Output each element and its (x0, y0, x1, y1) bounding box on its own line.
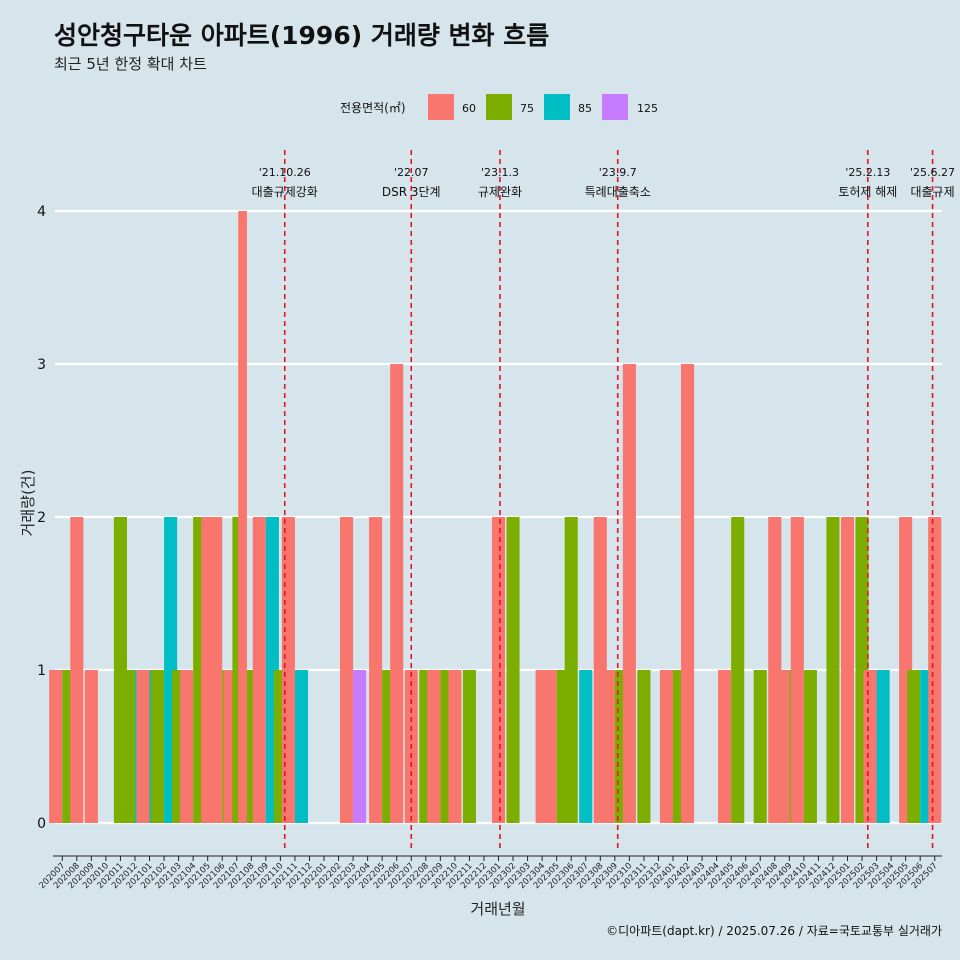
bar-202309-60 (601, 670, 615, 823)
event-lines: '21.10.26 대출규제강화 '22.07 DSR 3단계 '23.1.3 규제완화 '… (252, 150, 955, 852)
legend-label-75: 75 (520, 102, 534, 115)
legend-swatch-75 (486, 94, 512, 120)
y-tick-label: 0 (37, 816, 46, 832)
bar-202306-75 (564, 517, 578, 823)
event-date: '25.2.13 (845, 166, 890, 179)
legend-swatch-125 (602, 94, 628, 120)
bar-202305-60 (543, 670, 557, 823)
bar-202206-60 (390, 364, 404, 823)
y-tick-label: 1 (37, 663, 46, 679)
x-axis-title: 거래년월 (470, 900, 525, 918)
bar-202405-75 (731, 517, 745, 823)
bar-202209-60 (427, 670, 441, 823)
legend-swatch-85 (544, 94, 570, 120)
bar-202107-75 (232, 517, 242, 823)
chart-title: 성안청구타운 아파트(1996) 거래량 변화 흐름 (54, 21, 549, 50)
y-tick-label: 3 (37, 357, 46, 373)
bar-202008-60 (70, 517, 84, 823)
bar-202108-75 (246, 670, 256, 823)
bar-202205-60 (369, 517, 383, 823)
bar-202311-75 (637, 670, 651, 823)
bar-202410-60 (790, 517, 804, 823)
legend-swatch-60 (428, 94, 454, 120)
bar-202109-60 (252, 517, 266, 823)
bar-202401-60 (659, 670, 673, 823)
event-label: 규제완화 (478, 185, 522, 199)
bar-202409-60 (776, 670, 790, 823)
bar-202106-60 (209, 517, 223, 823)
bar-202507-60 (928, 517, 942, 823)
bar-202203-125 (353, 670, 367, 823)
legend: 전용면적(㎡) 60 75 85 125 (340, 94, 658, 120)
event-date: '25.6.27 (910, 166, 955, 179)
event-label: 대출규제 (910, 185, 954, 199)
bar-202503-85 (876, 670, 890, 823)
y-axis-title: 거래량(건) (19, 470, 37, 537)
event-date: '22.07 (394, 166, 429, 179)
bar-202412-75 (826, 517, 840, 823)
bar-202402-60 (680, 364, 695, 823)
bar-202301-60 (491, 517, 506, 823)
bar-202503-60 (863, 670, 877, 823)
bar-202104-60 (180, 670, 194, 823)
event-label: 특례대출축소 (585, 185, 651, 199)
legend-label-60: 60 (462, 102, 476, 115)
bar-202407-75 (753, 670, 767, 823)
bar-202307-85 (579, 670, 593, 823)
legend-title: 전용면적(㎡) (340, 101, 406, 115)
y-tick-label: 4 (37, 204, 46, 220)
event-date: '23.9.7 (599, 166, 637, 179)
bar-202111-85 (294, 670, 309, 823)
bar-202108-60 (238, 211, 247, 823)
event-date: '23.1.3 (481, 166, 519, 179)
bar-202302-75 (506, 517, 520, 823)
chart-subtitle: 최근 5년 한정 확대 차트 (54, 55, 207, 73)
bar-202101-60 (136, 670, 150, 823)
bar-202506-75 (907, 670, 921, 823)
bar-202102-75 (150, 670, 165, 823)
bar-202310-60 (622, 364, 636, 823)
bar-202111-60 (281, 517, 295, 823)
event-date: '21.10.26 (259, 166, 311, 179)
event-label: DSR 3단계 (382, 185, 441, 199)
event-label: 대출규제강화 (252, 185, 318, 199)
bars (49, 211, 942, 823)
bar-202012-75 (121, 670, 135, 823)
bar-202203-60 (340, 517, 354, 823)
event-label: 토허제 해제 (838, 185, 897, 199)
legend-label-85: 85 (578, 102, 592, 115)
caption: ©디아파트(dapt.kr) / 2025.07.26 / 자료=국토교통부 실… (606, 924, 942, 938)
y-tick-label: 2 (37, 510, 46, 526)
bar-202009-60 (84, 670, 98, 823)
bar-202007-60 (49, 670, 63, 823)
bar-202501-60 (840, 517, 855, 823)
bar-202211-75 (462, 670, 476, 823)
bar-202405-60 (718, 670, 732, 823)
legend-label-125: 125 (637, 102, 658, 115)
bar-202410-75 (803, 670, 817, 823)
bar-202210-60 (448, 670, 462, 823)
bar-202107-60 (223, 670, 233, 823)
